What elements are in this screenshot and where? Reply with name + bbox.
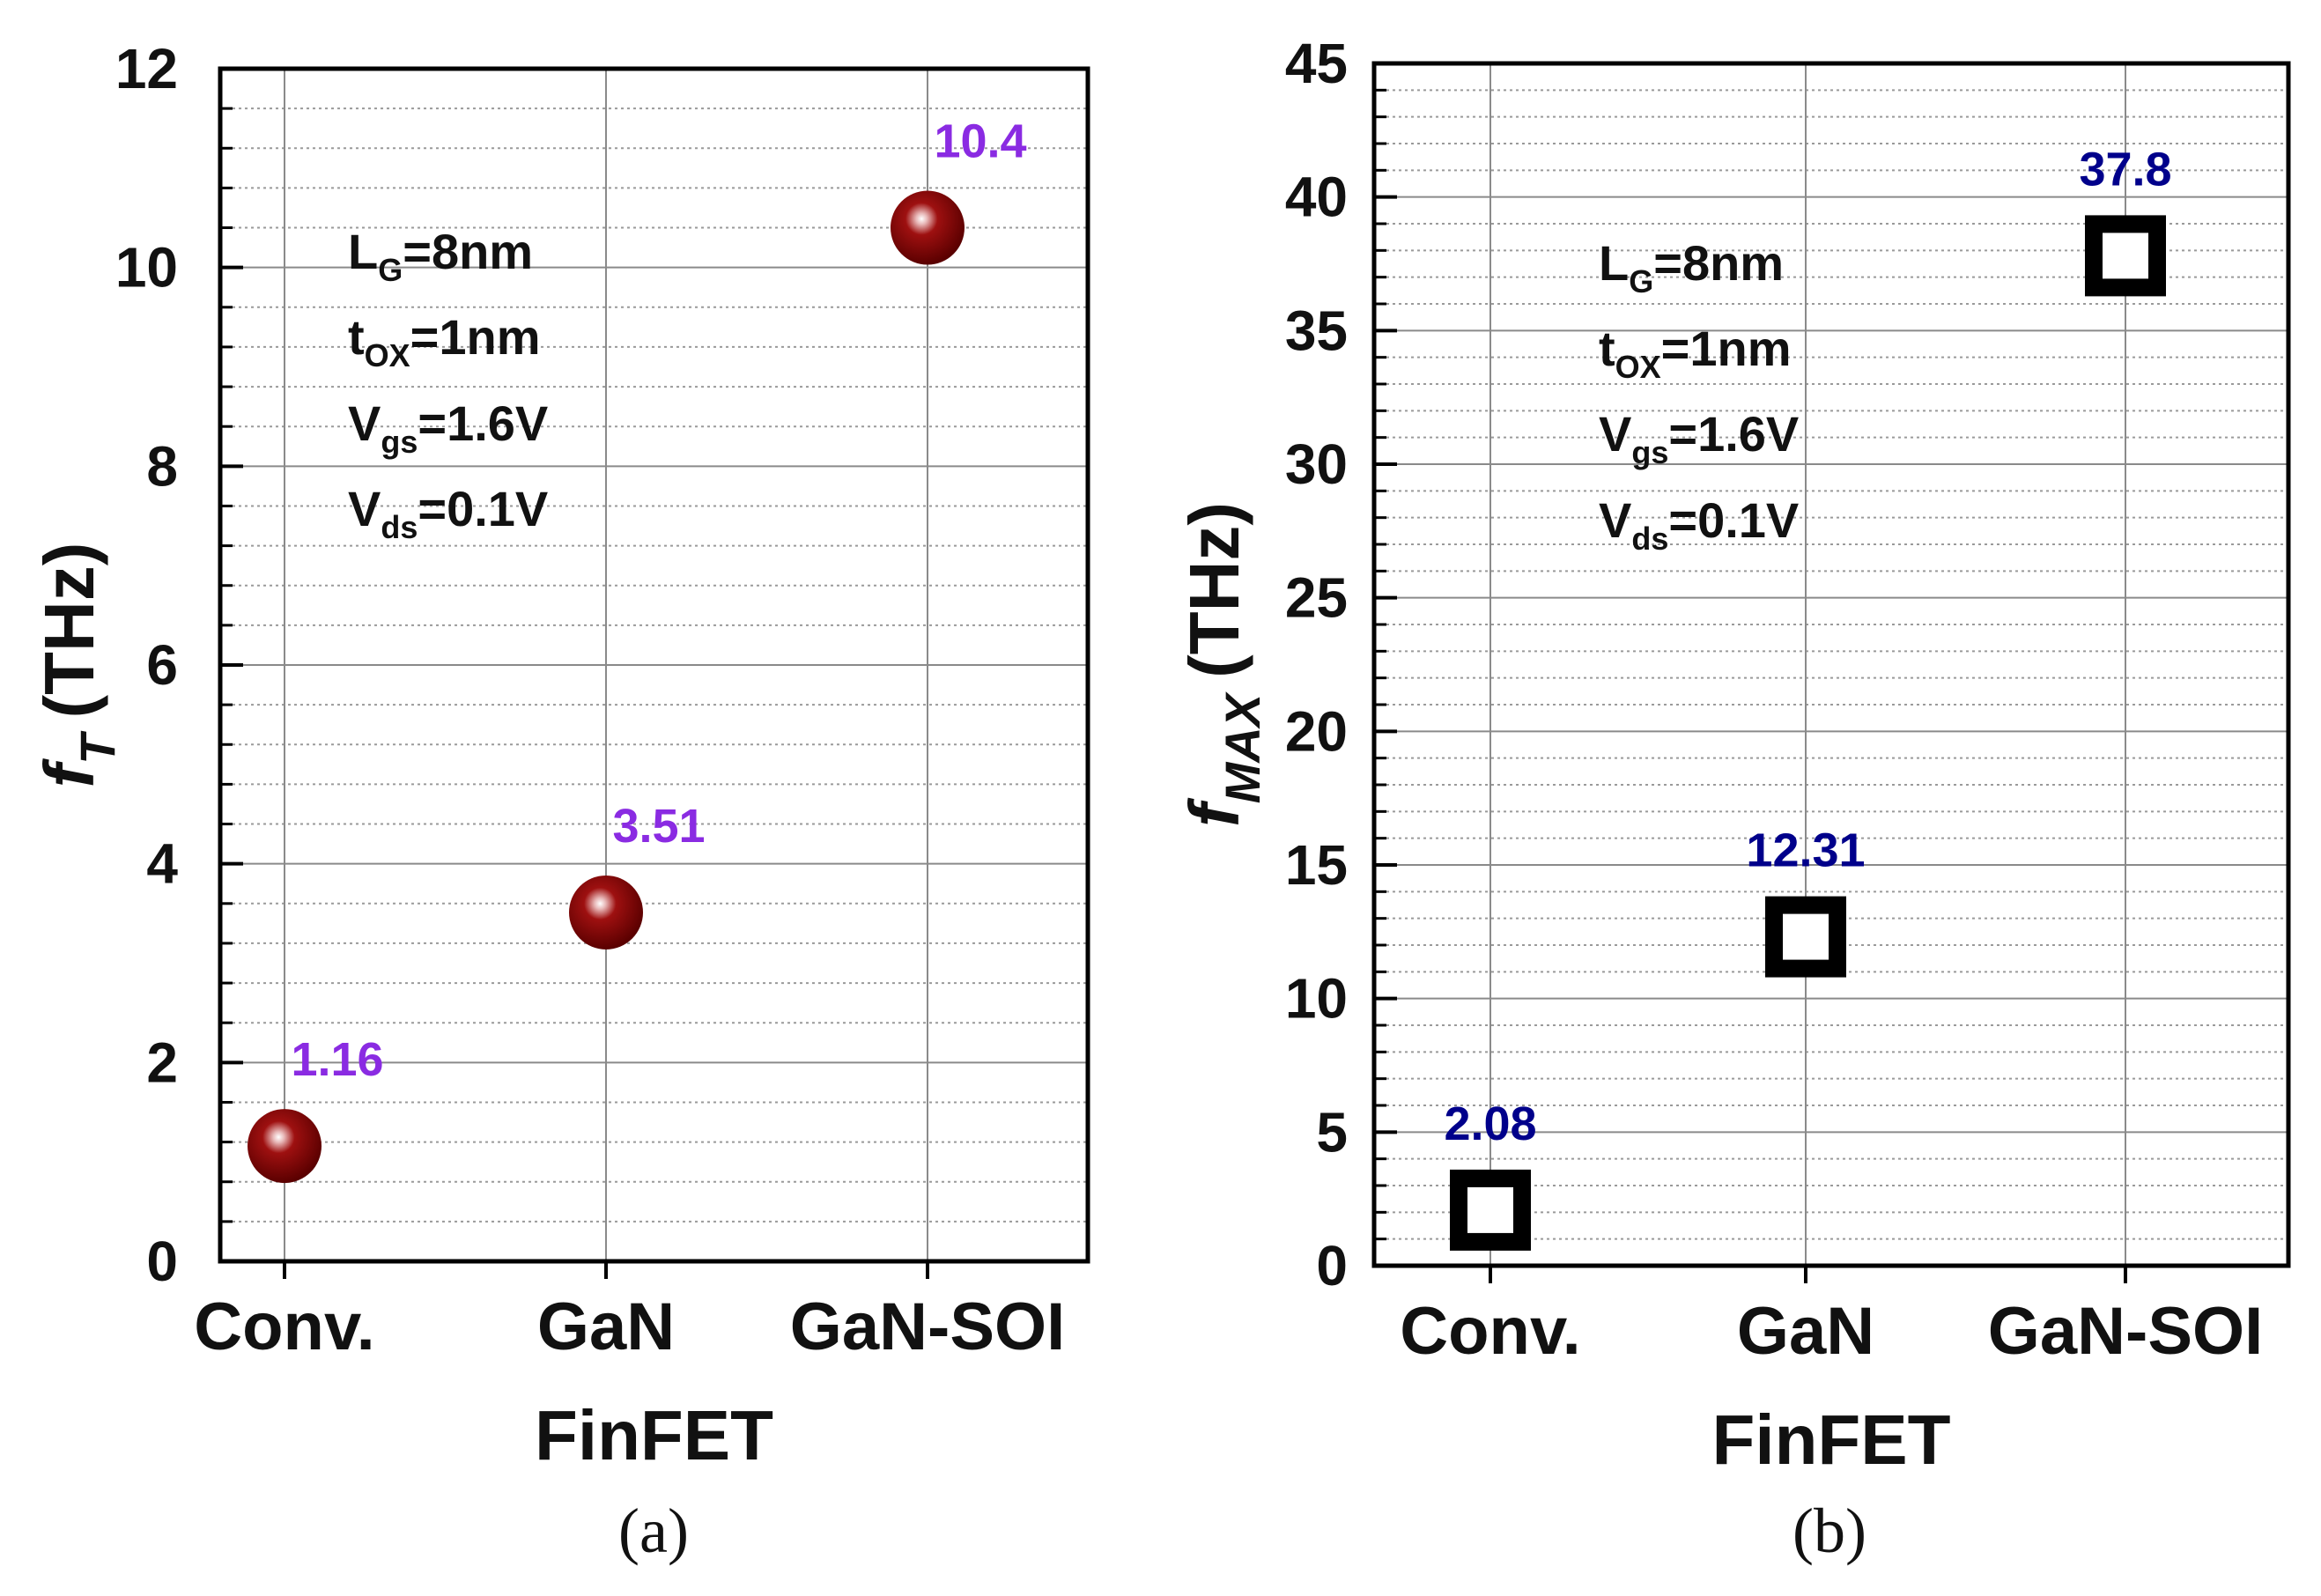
panel-caption: (a) xyxy=(618,1496,689,1566)
data-label: 1.16 xyxy=(291,1033,383,1086)
plot-frame xyxy=(218,66,1090,1264)
panel-caption: (b) xyxy=(1792,1496,1866,1566)
y-tick-label: 12 xyxy=(115,37,178,100)
annotation-line: LG=8nm xyxy=(1599,235,1784,299)
x-category-label: Conv. xyxy=(1400,1294,1580,1369)
annotation-subscript: ds xyxy=(1631,521,1668,557)
annotation-subscript: gs xyxy=(1631,434,1668,470)
y-axis-title: fMAX(THz) xyxy=(1175,502,1270,827)
data-point xyxy=(891,190,965,265)
annotation-subscript: G xyxy=(378,252,403,288)
y-axis-subscript: MAX xyxy=(1215,691,1270,803)
data-label: 37.8 xyxy=(2079,143,2171,196)
data-point xyxy=(248,1109,322,1184)
y-tick-label: 45 xyxy=(1285,32,1348,95)
y-tick-label: 25 xyxy=(1285,566,1348,630)
annotation-value: =1nm xyxy=(1661,321,1792,376)
x-axis-title: FinFET xyxy=(535,1396,773,1474)
annotation-subscript: OX xyxy=(365,337,410,373)
data-point xyxy=(569,875,643,949)
x-axis-title: FinFET xyxy=(1711,1400,1950,1479)
y-tick-label: 0 xyxy=(1316,1234,1348,1297)
annotation-line: Vds=0.1V xyxy=(1599,492,1799,557)
y-tick-label: 5 xyxy=(1316,1100,1348,1164)
y-tick-label: 0 xyxy=(146,1230,178,1293)
annotation-value: =1.6V xyxy=(1668,406,1799,462)
annotation-line: Vds=0.1V xyxy=(348,481,548,545)
y-tick-label: 15 xyxy=(1285,833,1348,897)
annotation-value: =8nm xyxy=(1653,235,1784,291)
annotation-subscript: ds xyxy=(381,509,418,545)
y-tick-label: 35 xyxy=(1285,299,1348,362)
y-axis-title: fT(THz) xyxy=(30,543,125,788)
data-label: 10.4 xyxy=(934,115,1026,168)
y-tick-label: 4 xyxy=(146,832,178,896)
annotation-symbol: V xyxy=(1599,406,1631,462)
data-point xyxy=(2085,215,2166,297)
y-tick-label: 20 xyxy=(1285,699,1348,763)
annotation-line: LG=8nm xyxy=(348,224,533,288)
annotation-subscript: G xyxy=(1629,263,1653,299)
data-label: 3.51 xyxy=(612,800,705,853)
annotation-value: =0.1V xyxy=(1668,492,1799,548)
annotation-symbol: V xyxy=(348,395,381,451)
y-axis-subscript: T xyxy=(70,730,125,765)
x-category-label: GaN xyxy=(537,1289,675,1364)
annotation-line: Vgs=1.6V xyxy=(348,395,548,460)
y-tick-label: 30 xyxy=(1285,432,1348,496)
data-label: 2.08 xyxy=(1444,1097,1536,1150)
y-tick-label: 10 xyxy=(115,236,178,299)
annotation-subscript: OX xyxy=(1615,349,1661,385)
annotation-value: =1.6V xyxy=(418,395,548,451)
y-tick-label: 8 xyxy=(146,434,178,498)
annotation-symbol: t xyxy=(1599,321,1615,376)
y-axis-unit: (THz) xyxy=(1175,502,1253,678)
x-category-label: GaN-SOI xyxy=(1988,1294,2264,1369)
x-category-label: GaN-SOI xyxy=(790,1289,1066,1364)
annotation-symbol: L xyxy=(1599,235,1629,291)
annotation-value: =0.1V xyxy=(418,481,548,536)
x-category-label: Conv. xyxy=(194,1289,374,1364)
annotation-symbol: V xyxy=(1599,492,1631,548)
annotation-symbol: t xyxy=(348,309,365,365)
y-tick-label: 10 xyxy=(1285,967,1348,1031)
y-tick-label: 40 xyxy=(1285,166,1348,229)
data-label: 12.31 xyxy=(1746,824,1865,877)
annotation-subscript: gs xyxy=(381,424,418,460)
annotation-value: =8nm xyxy=(403,224,533,279)
annotation-line: tOX=1nm xyxy=(1599,321,1792,385)
data-point xyxy=(1765,896,1846,978)
annotation-line: tOX=1nm xyxy=(348,309,541,373)
plot-frame xyxy=(1371,61,2291,1268)
annotation-symbol: L xyxy=(348,224,378,279)
annotation-line: Vgs=1.6V xyxy=(1599,406,1799,470)
annotation-symbol: V xyxy=(348,481,381,536)
data-point xyxy=(1450,1169,1531,1251)
annotation-value: =1nm xyxy=(410,309,541,365)
y-axis-unit: (THz) xyxy=(30,543,108,719)
x-category-label: GaN xyxy=(1737,1294,1874,1369)
y-tick-label: 2 xyxy=(146,1031,178,1094)
y-tick-label: 6 xyxy=(146,633,178,697)
